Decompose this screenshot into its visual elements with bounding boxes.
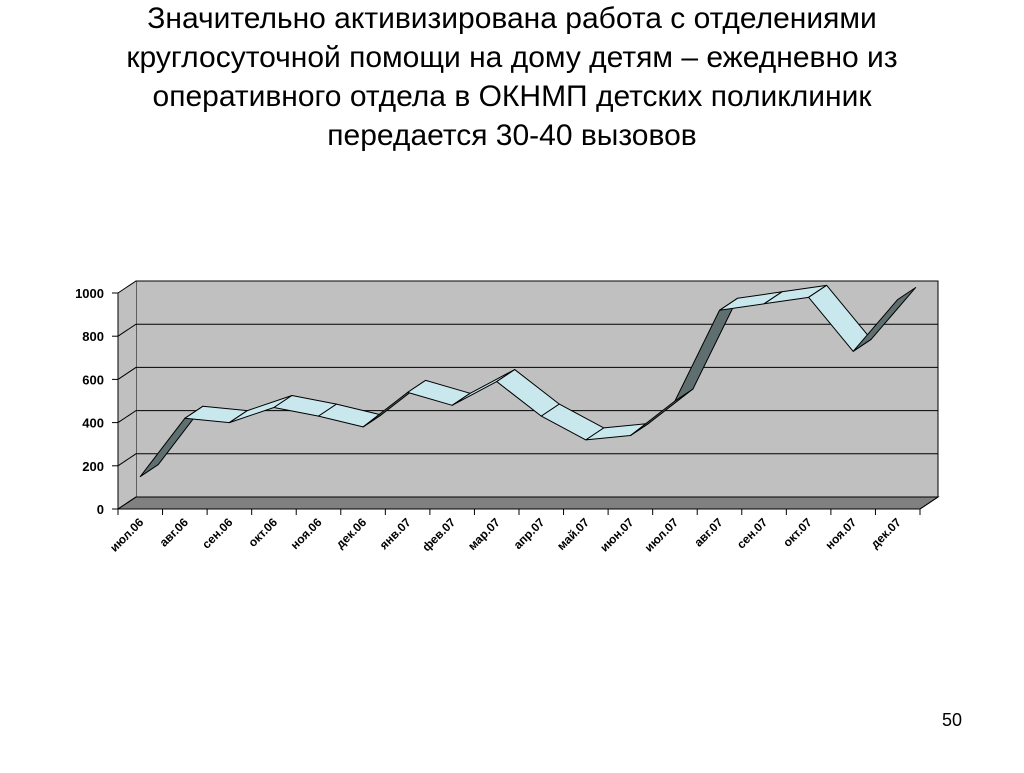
grid-line [117,366,938,380]
title-line: круглосуточной помощи на дому детям – еж… [126,41,897,74]
grid-line [117,280,938,294]
x-tick-label: янв.07 [377,515,414,552]
x-tick-label: апр.07 [511,515,548,552]
x-tick-label: июл.06 [107,515,147,555]
title-line: оперативного отдела в ОКНМП детских поли… [153,80,873,113]
x-tick-label: фев.07 [419,515,458,554]
x-tick-label: ноя.07 [822,515,859,552]
x-tick-label: дек.06 [333,515,369,551]
x-tick-label: авг.07 [691,515,726,550]
x-tick-label: авг.06 [157,515,192,550]
ribbon-segment [852,286,917,352]
grid-line [117,410,938,424]
y-tick-label: 800 [82,329,104,344]
y-tick-label: 600 [82,372,104,387]
title-line: Значительно активизирована работа с отде… [147,2,876,35]
x-tick-label: окт.07 [780,515,815,550]
x-tick-label: сен.07 [734,515,770,551]
grid-line [117,323,938,337]
x-tick-label: сен.06 [199,515,235,551]
x-tick-label: дек.07 [868,515,904,551]
x-tick-label: июн.07 [597,515,637,555]
side-wall [118,281,136,509]
y-tick-label: 200 [82,459,104,474]
floor-edge [919,496,939,510]
grid-line [117,496,938,510]
x-tick-label: окт.06 [246,515,281,550]
y-tick-label: 1000 [75,286,104,301]
y-tick-label: 400 [82,416,104,431]
x-tick-label: мар.07 [465,515,503,553]
slide-number: 50 [942,710,962,730]
title-line: передается 30-40 вызовов [327,119,696,152]
x-tick-label: июл.07 [642,515,682,555]
x-tick-label: май.07 [554,515,592,553]
floor [116,496,940,510]
y-tick-label: 0 [97,502,104,517]
x-tick-label: ноя.06 [288,515,325,552]
grid-line [117,453,938,467]
